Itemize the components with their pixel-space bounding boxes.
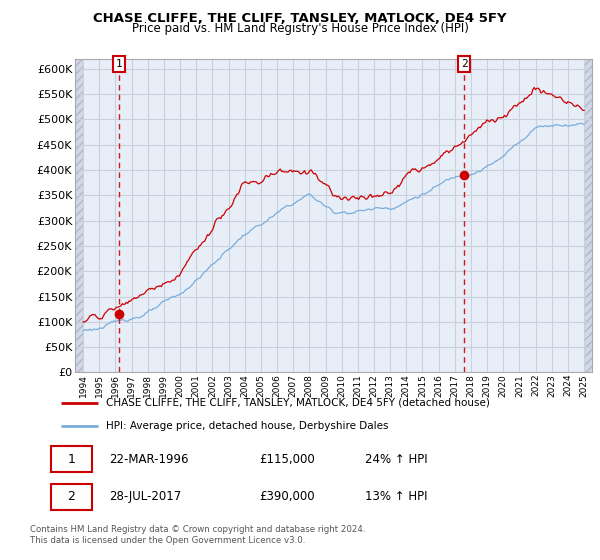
Text: HPI: Average price, detached house, Derbyshire Dales: HPI: Average price, detached house, Derb… — [106, 421, 389, 431]
FancyBboxPatch shape — [50, 484, 92, 510]
Text: £115,000: £115,000 — [259, 452, 315, 465]
Text: 2: 2 — [67, 491, 75, 503]
Bar — [584, 59, 592, 372]
Bar — [75, 59, 83, 372]
Bar — [584, 59, 592, 372]
Text: 22-MAR-1996: 22-MAR-1996 — [109, 452, 188, 465]
Text: 1: 1 — [116, 59, 122, 69]
Text: Contains HM Land Registry data © Crown copyright and database right 2024.
This d: Contains HM Land Registry data © Crown c… — [30, 525, 365, 545]
Text: 24% ↑ HPI: 24% ↑ HPI — [365, 452, 427, 465]
Text: CHASE CLIFFE, THE CLIFF, TANSLEY, MATLOCK, DE4 5FY: CHASE CLIFFE, THE CLIFF, TANSLEY, MATLOC… — [93, 12, 507, 25]
Text: 13% ↑ HPI: 13% ↑ HPI — [365, 491, 427, 503]
Text: £390,000: £390,000 — [259, 491, 315, 503]
Bar — [75, 59, 83, 372]
Text: 1: 1 — [67, 452, 75, 465]
Text: 28-JUL-2017: 28-JUL-2017 — [109, 491, 181, 503]
FancyBboxPatch shape — [50, 446, 92, 472]
Text: 2: 2 — [461, 59, 467, 69]
Text: Price paid vs. HM Land Registry's House Price Index (HPI): Price paid vs. HM Land Registry's House … — [131, 22, 469, 35]
Text: CHASE CLIFFE, THE CLIFF, TANSLEY, MATLOCK, DE4 5FY (detached house): CHASE CLIFFE, THE CLIFF, TANSLEY, MATLOC… — [106, 398, 490, 408]
